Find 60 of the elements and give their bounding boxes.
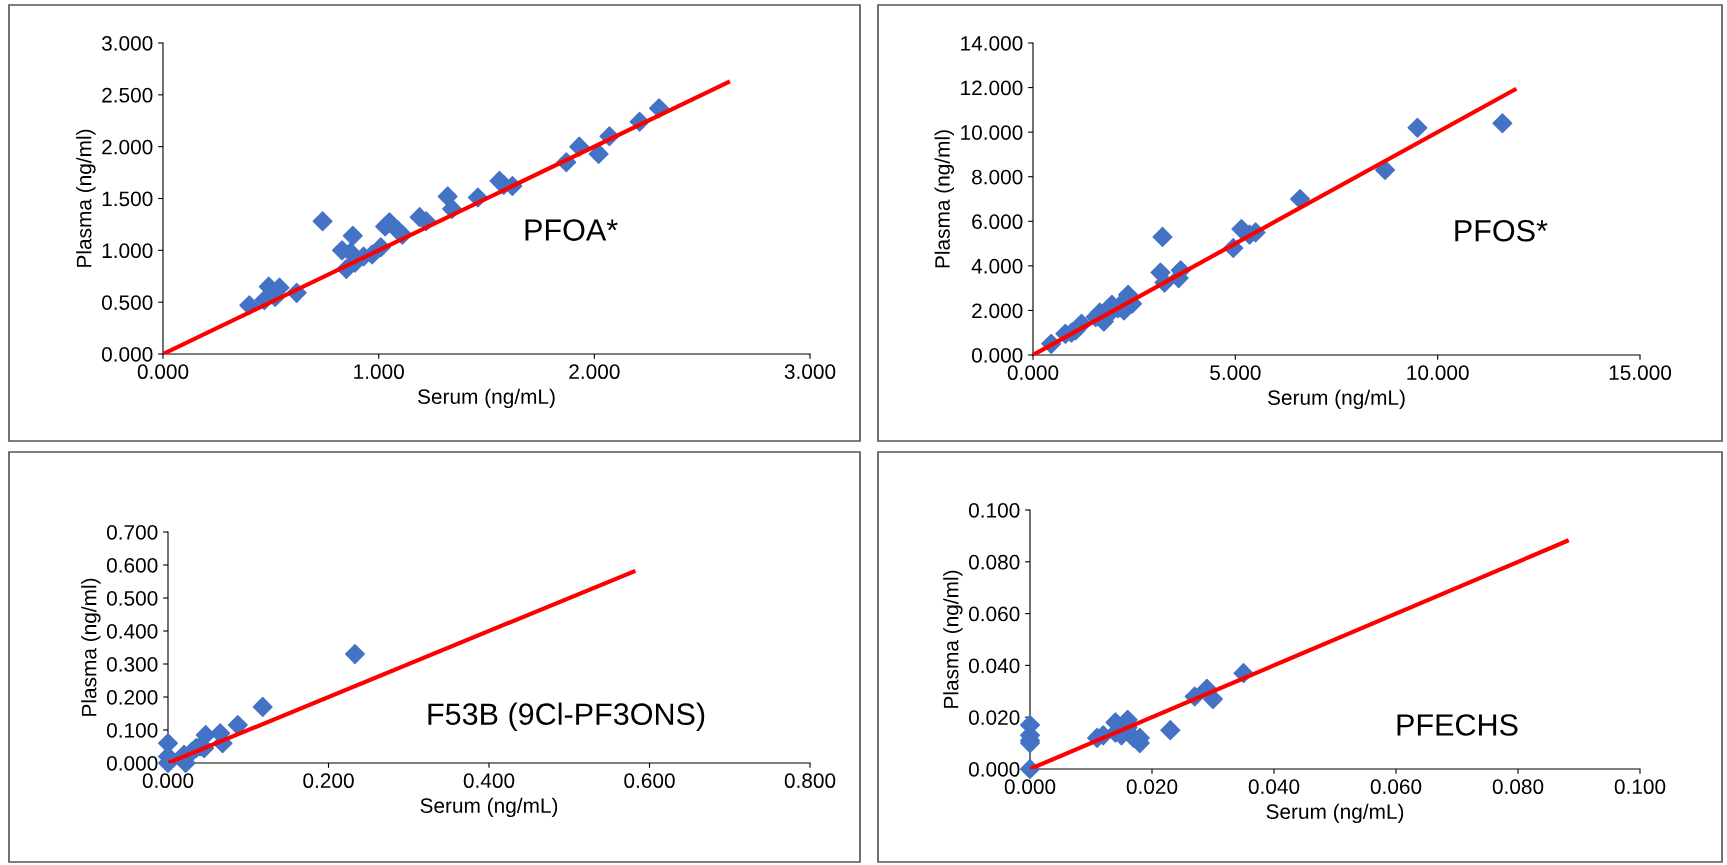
- y-tick-label: 14.000: [961, 36, 1023, 51]
- x-axis-title: Serum (ng/mL): [417, 388, 555, 409]
- y-axis-title: Plasma (ng/ml): [81, 578, 101, 716]
- y-tick-label: 0.300: [106, 657, 158, 672]
- y-tick-label: 0.500: [106, 591, 158, 606]
- y-tick-label: 4.000: [971, 258, 1023, 274]
- y-tick-label: 0.100: [106, 723, 158, 738]
- y-tick-label: 0.080: [968, 554, 1020, 570]
- x-tick-label: 0.040: [1248, 779, 1300, 795]
- y-tick-label: 0.700: [106, 525, 158, 540]
- y-tick-label: 2.000: [972, 303, 1023, 319]
- y-tick-label: 2.500: [102, 87, 153, 103]
- x-tick-label: 0.000: [142, 773, 194, 789]
- x-axis-title: Serum (ng/mL): [1266, 803, 1404, 824]
- x-tick-label: 0.020: [1126, 779, 1178, 795]
- y-tick-label: 0.100: [968, 503, 1020, 518]
- y-axis-title: Plasma (ng/ml): [943, 570, 963, 708]
- y-tick-label: 10.000: [961, 125, 1023, 140]
- x-tick-label: 1.000: [354, 364, 404, 380]
- x-tick-label: 0.080: [1492, 779, 1544, 795]
- x-tick-label: 0.100: [1614, 779, 1666, 795]
- y-tick-label: 6.000: [972, 214, 1023, 230]
- y-tick-label: 0.000: [968, 762, 1020, 777]
- x-tick-label: 15.000: [1609, 365, 1672, 381]
- x-axis-title: Serum (ng/mL): [420, 797, 558, 818]
- x-tick-label: 0.600: [624, 773, 675, 789]
- y-tick-label: 2.000: [102, 139, 153, 155]
- x-tick-label: 0.400: [463, 773, 515, 789]
- y-tick-label: 0.000: [971, 348, 1023, 363]
- x-tick-label: 0.000: [137, 364, 189, 380]
- annotation: F53B (9Cl-PF3ONS): [428, 702, 705, 732]
- y-tick-label: 0.400: [106, 624, 158, 639]
- y-axis-title: Plasma (ng/ml): [76, 129, 96, 267]
- x-tick-label: 10.000: [1407, 365, 1469, 381]
- y-tick-label: 0.200: [106, 690, 158, 705]
- x-tick-label: 2.000: [569, 364, 620, 380]
- annotation: PFOS*: [1455, 219, 1548, 242]
- x-tick-label: 0.200: [303, 773, 354, 789]
- y-tick-label: 0.040: [968, 658, 1020, 674]
- y-tick-label: 1.000: [102, 243, 153, 259]
- y-tick-label: 3.000: [101, 36, 153, 51]
- annotation: PFOA*: [525, 219, 618, 241]
- x-tick-label: 0.000: [1007, 365, 1059, 381]
- y-tick-label: 0.060: [968, 606, 1020, 622]
- x-axis-title: Serum (ng/mL): [1267, 389, 1405, 410]
- x-tick-label: 0.060: [1370, 779, 1422, 795]
- annotation: PFECHS: [1397, 714, 1518, 736]
- y-tick-label: 0.000: [106, 756, 158, 771]
- x-tick-label: 0.800: [784, 773, 836, 789]
- y-tick-label: 1.500: [102, 191, 153, 207]
- y-axis-title: Plasma (ng/ml): [934, 130, 955, 268]
- x-tick-label: 0.000: [1004, 779, 1056, 795]
- y-tick-label: 8.000: [972, 169, 1023, 185]
- x-tick-label: 3.000: [784, 364, 836, 380]
- y-tick-label: 0.000: [101, 347, 153, 362]
- y-tick-label: 0.020: [968, 710, 1020, 725]
- y-tick-label: 12.000: [961, 80, 1023, 96]
- y-tick-label: 0.600: [106, 558, 158, 573]
- y-tick-label: 0.500: [101, 295, 153, 310]
- x-tick-label: 5.000: [1210, 365, 1261, 381]
